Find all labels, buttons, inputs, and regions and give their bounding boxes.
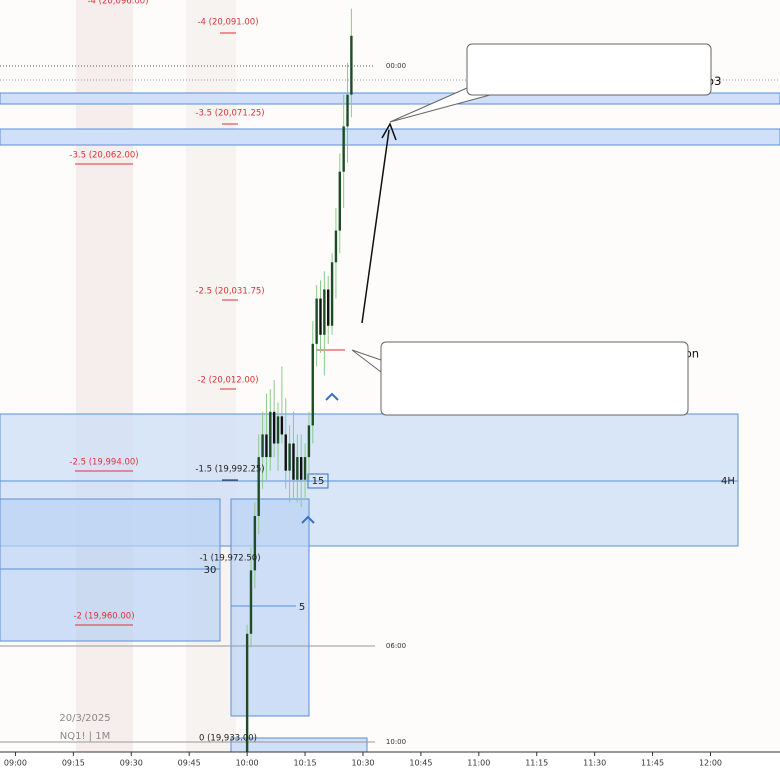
candle-body [253, 515, 257, 571]
arrow-head [381, 122, 397, 141]
level-label: -1 (19,972.50) [199, 554, 260, 564]
date: 20/3/2025 [59, 713, 110, 724]
callout [380, 341, 689, 416]
level-label: -2 (19,960.00) [73, 612, 134, 622]
chevron [325, 392, 339, 401]
candle-body [346, 94, 349, 127]
level-label: -3.5 (20,062.00) [69, 151, 138, 161]
time-line-label: 10:00 [386, 738, 406, 746]
candles [245, 8, 353, 757]
level-label: -2.5 (20,031.75) [195, 287, 264, 297]
candle-body [334, 230, 338, 263]
zone [230, 498, 310, 717]
candle-body [307, 425, 311, 458]
symbol: NQ1! | 1M [60, 731, 110, 742]
candle-body [276, 416, 280, 444]
x-tick-label: 11:00 [467, 759, 490, 768]
time-line-label: 00:00 [386, 62, 406, 70]
x-tick-label: 09:00 [4, 759, 27, 768]
candle-body [303, 457, 307, 480]
candle-body [249, 570, 253, 634]
level-label: -2.5 (19,994.00) [69, 458, 138, 468]
callout-pointer [389, 87, 491, 123]
candle-body [338, 171, 342, 231]
arrow [361, 129, 390, 324]
x-tick-label: 12:00 [699, 759, 722, 768]
x-tick-label: 11:15 [525, 759, 548, 768]
x-tick-label: 11:45 [641, 759, 664, 768]
zone-label: 4H [721, 476, 735, 487]
candle-body [342, 126, 345, 172]
candle-body [261, 434, 264, 458]
x-tick-label: 11:30 [583, 759, 606, 768]
zone-label: 15 [312, 476, 325, 487]
zone [0, 128, 780, 146]
candle-body [272, 411, 276, 444]
x-tick-label: 09:30 [120, 759, 143, 768]
candle-body [265, 434, 268, 458]
candle-body [319, 298, 322, 335]
candle-body [257, 457, 260, 516]
candle-body [315, 298, 318, 344]
level-label: -4 (20,091.00) [197, 18, 258, 28]
zone [307, 473, 329, 489]
candle-body [323, 289, 326, 335]
chevron [301, 515, 315, 524]
x-tick-label: 09:45 [178, 759, 201, 768]
level-label: -3.5 (20,071.25) [195, 109, 264, 119]
x-tick-label: 10:00 [236, 759, 259, 768]
zone [0, 92, 780, 105]
x-tick-label: 10:45 [409, 759, 432, 768]
callout-pointer [351, 349, 382, 373]
level-label: -4 (20,096.00) [87, 0, 148, 7]
candle-body [288, 443, 291, 471]
x-tick-label: 10:15 [294, 759, 317, 768]
x-axis [0, 752, 780, 775]
zone-label: 5 [299, 602, 305, 613]
candle-body [299, 457, 303, 480]
level-label: -2 (20,012.00) [197, 376, 258, 386]
candle-body [350, 35, 353, 95]
candle-body [330, 262, 334, 326]
zone [0, 498, 221, 642]
candle-body [284, 434, 287, 471]
candle-body [311, 343, 314, 426]
time-line-label: 06:00 [386, 642, 406, 650]
x-tick-label: 09:15 [62, 759, 85, 768]
candle-body [327, 289, 330, 326]
x-tick-label: 10:30 [351, 759, 374, 768]
candle-body [296, 457, 299, 480]
level-label: 0 (19,933.00) [199, 734, 257, 744]
zone-label: 30 [204, 565, 217, 576]
candle-body [292, 443, 295, 480]
level-label: -1.5 (19,992.25) [195, 465, 264, 475]
candle-body [245, 633, 249, 752]
candle-body [269, 411, 272, 458]
zones [0, 92, 780, 753]
candle-body [280, 416, 284, 435]
callout [466, 43, 712, 96]
